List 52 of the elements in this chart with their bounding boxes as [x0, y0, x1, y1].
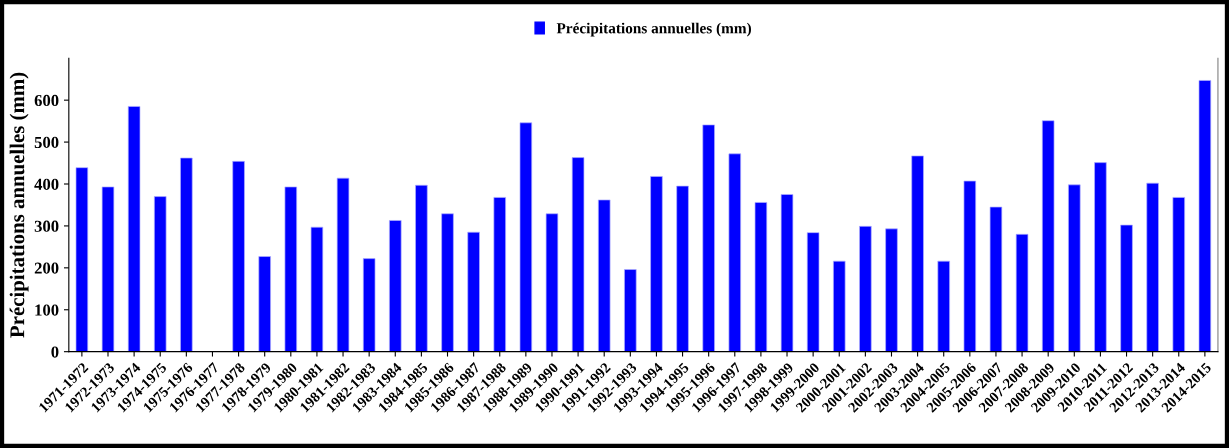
bar	[180, 157, 193, 352]
bar	[75, 167, 89, 352]
bar	[467, 231, 480, 352]
bar	[833, 260, 846, 352]
y-tick-label: 400	[34, 178, 59, 190]
bar	[754, 202, 768, 352]
bar	[154, 196, 167, 352]
bar	[650, 176, 663, 352]
bar	[1198, 80, 1212, 352]
bar	[310, 226, 324, 352]
bar	[1172, 197, 1185, 352]
bar	[571, 157, 585, 352]
bar	[284, 186, 298, 352]
bar	[963, 180, 977, 352]
bar	[676, 185, 689, 352]
bar	[545, 213, 559, 352]
bar	[415, 184, 428, 352]
y-axis-title: Précipitations annuelles (mm)	[9, 72, 29, 338]
bar	[806, 232, 820, 352]
y-tick-label: 300	[34, 220, 59, 232]
bar	[519, 122, 533, 352]
legend-label: Précipitations annuelles (mm)	[556, 22, 751, 37]
bar	[1068, 184, 1081, 352]
bar	[1015, 233, 1029, 352]
bar	[1120, 224, 1133, 352]
bar	[937, 260, 950, 352]
bar	[441, 213, 454, 352]
bar	[493, 197, 506, 352]
bar	[859, 225, 872, 352]
y-tick-label: 100	[35, 304, 59, 316]
bar	[597, 199, 611, 352]
y-tick-label: 0	[51, 346, 59, 358]
bar	[362, 258, 376, 352]
bar	[989, 206, 1003, 352]
bar	[127, 106, 141, 352]
bar	[258, 256, 271, 352]
y-tick-label: 200	[34, 262, 59, 274]
y-tick-label: 600	[34, 94, 59, 107]
y-tick-label: 500	[34, 136, 59, 149]
bar	[624, 269, 637, 352]
bar	[336, 177, 350, 352]
bar	[101, 186, 115, 352]
bar	[780, 194, 794, 352]
bar	[389, 220, 402, 352]
bar	[232, 161, 245, 352]
bar	[1146, 182, 1159, 352]
bar	[702, 124, 715, 352]
bar	[1094, 162, 1107, 352]
bar	[728, 153, 742, 352]
bar	[911, 155, 924, 352]
bar	[1041, 120, 1055, 352]
bar	[885, 228, 898, 352]
